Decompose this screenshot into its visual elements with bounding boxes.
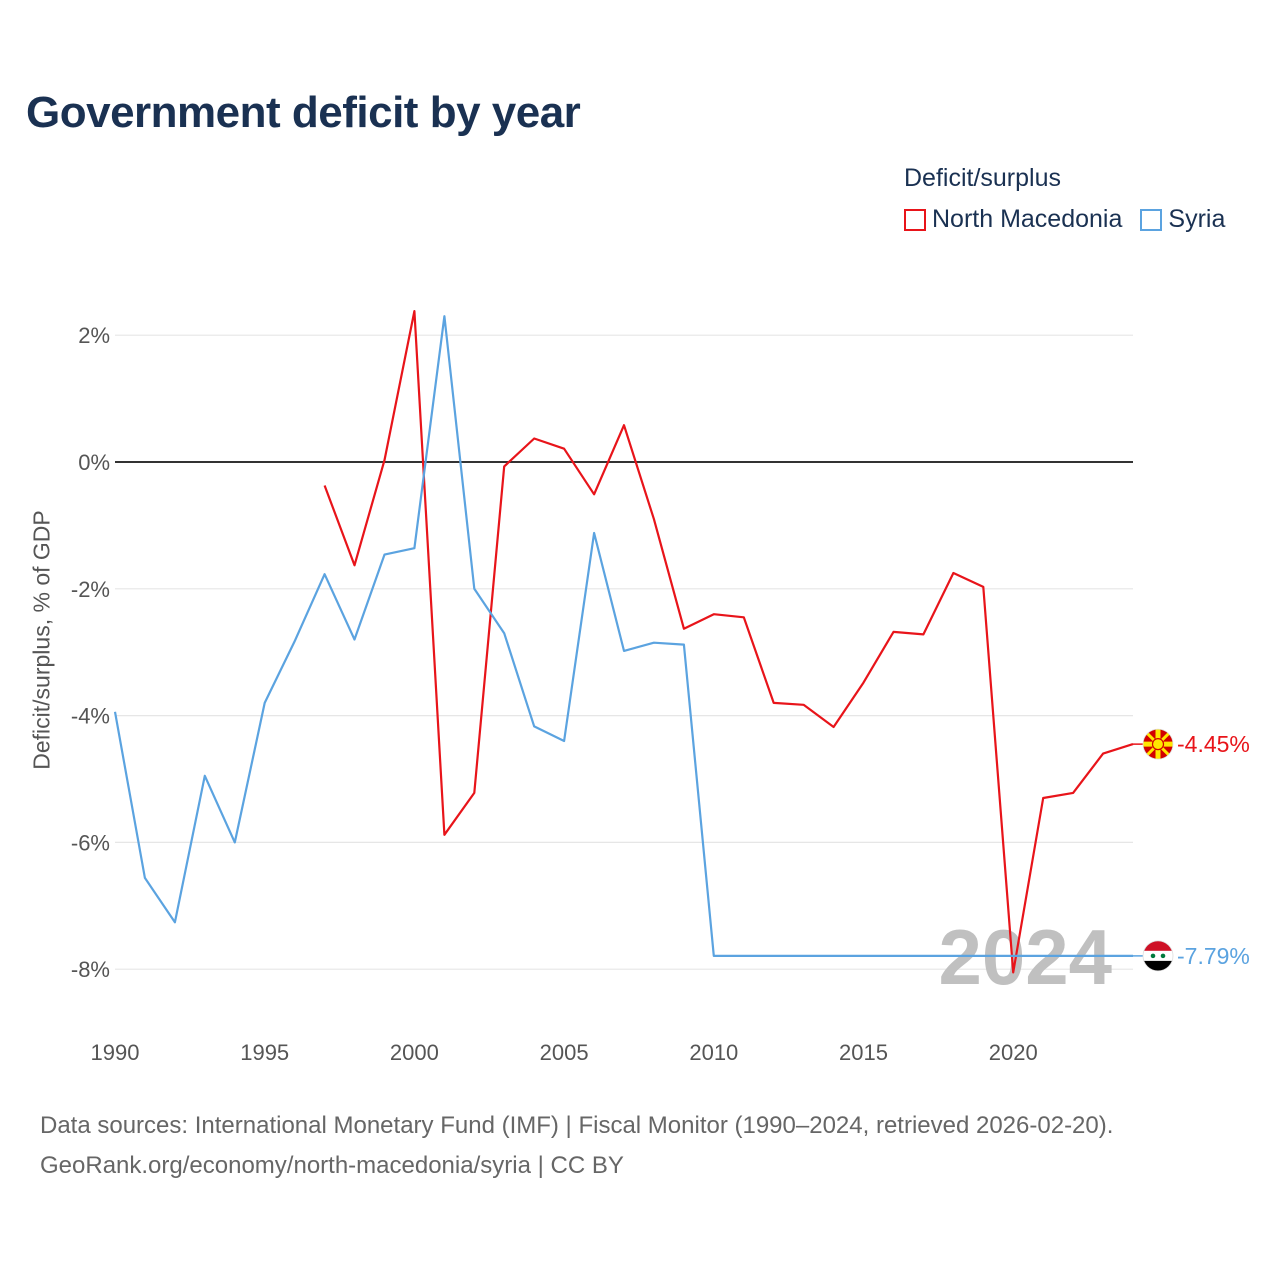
x-tick-label: 2015 (839, 1040, 888, 1065)
x-tick-label: 2020 (989, 1040, 1038, 1065)
y-tick-label: 2% (78, 323, 110, 348)
y-tick-label: -2% (71, 577, 110, 602)
x-tick-label: 1990 (91, 1040, 140, 1065)
grid-lines (115, 334, 1133, 970)
legend-title: Deficit/surplus (904, 164, 1061, 192)
footer-link[interactable]: GeoRank.org/economy/north-macedonia/syri… (40, 1152, 624, 1179)
flag-image (1143, 729, 1173, 760)
flag-image (1143, 940, 1173, 971)
legend-label-north-macedonia: North Macedonia (932, 205, 1123, 233)
flag-star (1160, 953, 1166, 959)
north-macedonia-flag-icon (1142, 728, 1174, 760)
y-tick-label: -6% (71, 830, 110, 855)
y-tick-label: 0% (78, 450, 110, 475)
legend: North Macedonia Syria (904, 205, 1225, 234)
series-line-syria (113, 315, 1133, 958)
legend-item-syria[interactable]: Syria (1140, 205, 1225, 234)
x-tick-label: 2010 (689, 1040, 738, 1065)
syria-flag-icon (1142, 940, 1174, 972)
end-value-label: -4.45% (1177, 731, 1250, 757)
y-tick-labels: 2% 0% -2% -4% -6% -8% (71, 323, 110, 982)
legend-swatch-north-macedonia (904, 208, 926, 231)
flag-band-black (1143, 960, 1173, 971)
chart-title: Government deficit by year (26, 88, 581, 137)
x-tick-labels: 1990 1995 2000 2005 2010 2015 2020 (91, 1040, 1038, 1065)
flag-border (1142, 940, 1174, 972)
footer-sources: Data sources: International Monetary Fun… (40, 1112, 1114, 1139)
series-line-north-macedonia (323, 310, 1134, 974)
legend-item-north-macedonia[interactable]: North Macedonia (904, 205, 1122, 234)
flag-sun (1151, 738, 1165, 751)
flag-star (1150, 953, 1156, 959)
legend-label-syria: Syria (1168, 205, 1226, 233)
flag-border (1142, 728, 1174, 760)
y-tick-label: -8% (71, 957, 110, 982)
end-value-label: -7.79% (1177, 943, 1250, 969)
y-tick-label: -4% (71, 704, 110, 729)
x-tick-label: 2000 (390, 1040, 439, 1065)
end-markers: -4.45% -7.79% (1133, 728, 1250, 972)
legend-swatch-syria (1140, 208, 1163, 231)
flag-band-red (1143, 940, 1173, 951)
x-tick-label: 2005 (540, 1040, 589, 1065)
x-tick-label: 1995 (240, 1040, 289, 1065)
footer: Data sources: International Monetary Fun… (40, 1106, 1113, 1186)
flag-band-white (1143, 950, 1173, 961)
series-lines (113, 310, 1134, 974)
